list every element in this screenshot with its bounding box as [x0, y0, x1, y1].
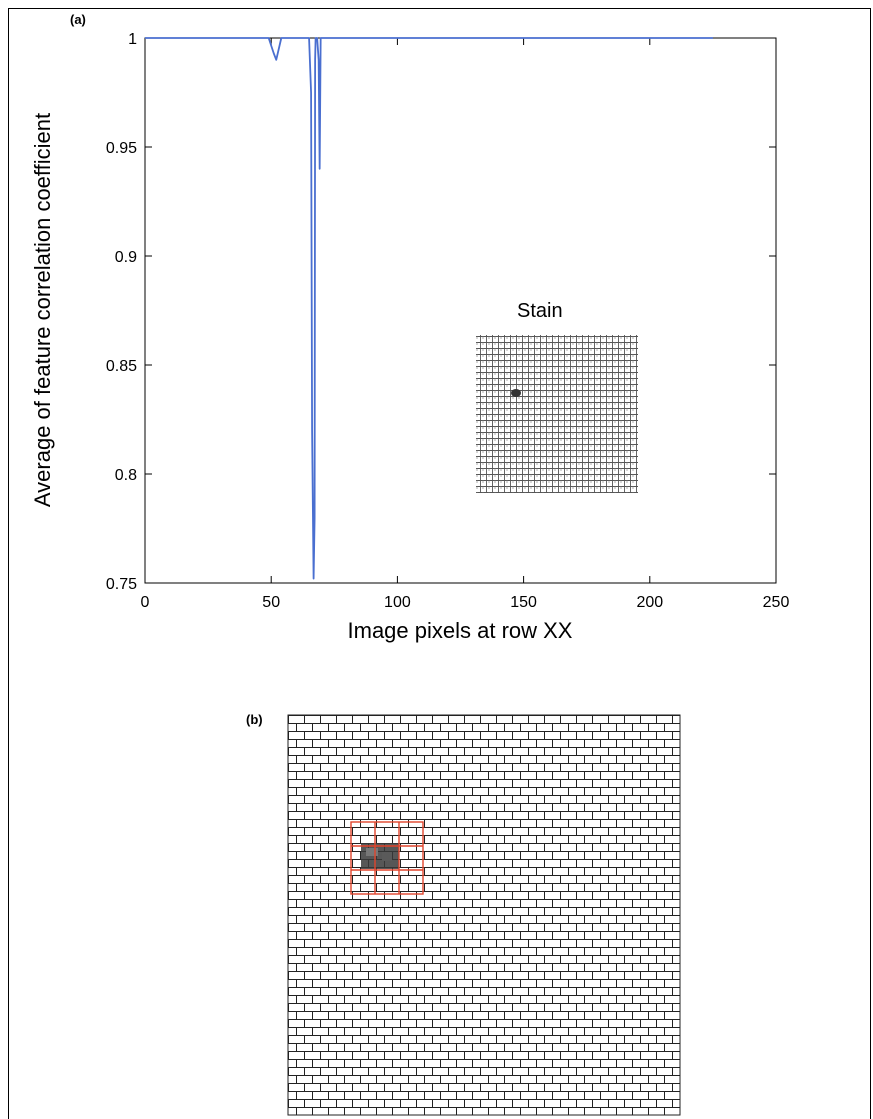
x-tick-label: 150 [510, 594, 537, 611]
stain-inset-spot [511, 389, 521, 397]
y-tick-label: 1 [128, 31, 137, 48]
stain-inset-label: Stain [517, 300, 563, 322]
y-tick-label: 0.9 [115, 249, 137, 266]
axis-ticks [144, 37, 777, 584]
frame-left-border [8, 8, 9, 1119]
panel-a-label: (a) [70, 12, 86, 27]
y-tick-label: 0.85 [106, 358, 137, 375]
stain-region [361, 843, 399, 869]
x-tick-label: 250 [763, 594, 790, 611]
y-tick-label: 0.8 [115, 467, 137, 484]
x-axis-label: Image pixels at row XX [348, 618, 573, 643]
stain-inset-grid [476, 335, 638, 493]
x-tick-label: 50 [262, 594, 280, 611]
plot-area [144, 37, 777, 584]
x-tick-label: 200 [636, 594, 663, 611]
y-tick-label: 0.95 [106, 140, 137, 157]
detection-windows [350, 821, 424, 895]
stain-spot-highlight [366, 848, 378, 856]
detection-window-outer [350, 821, 424, 895]
x-tick-label: 0 [141, 594, 150, 611]
fabric-weave-border [287, 714, 681, 1116]
stain-spot-shade [382, 852, 392, 861]
frame-right-border [870, 8, 871, 1119]
series-line [145, 37, 713, 580]
y-axis-label: Average of feature correlation coefficie… [30, 113, 55, 507]
fabric-weave-panel [287, 714, 681, 1116]
panel-b-label: (b) [246, 712, 263, 727]
detection-window-grid [351, 822, 423, 894]
frame-top-border [8, 8, 871, 9]
fabric-weave-grid [288, 715, 680, 1115]
y-tick-label: 0.75 [106, 576, 137, 593]
x-tick-label: 100 [384, 594, 411, 611]
axis-tick-labels: 0 50 100 150 200 250 0.75 0.8 0.85 0.9 0.95 1 [106, 31, 790, 611]
stain-inset: Stain [476, 300, 638, 493]
